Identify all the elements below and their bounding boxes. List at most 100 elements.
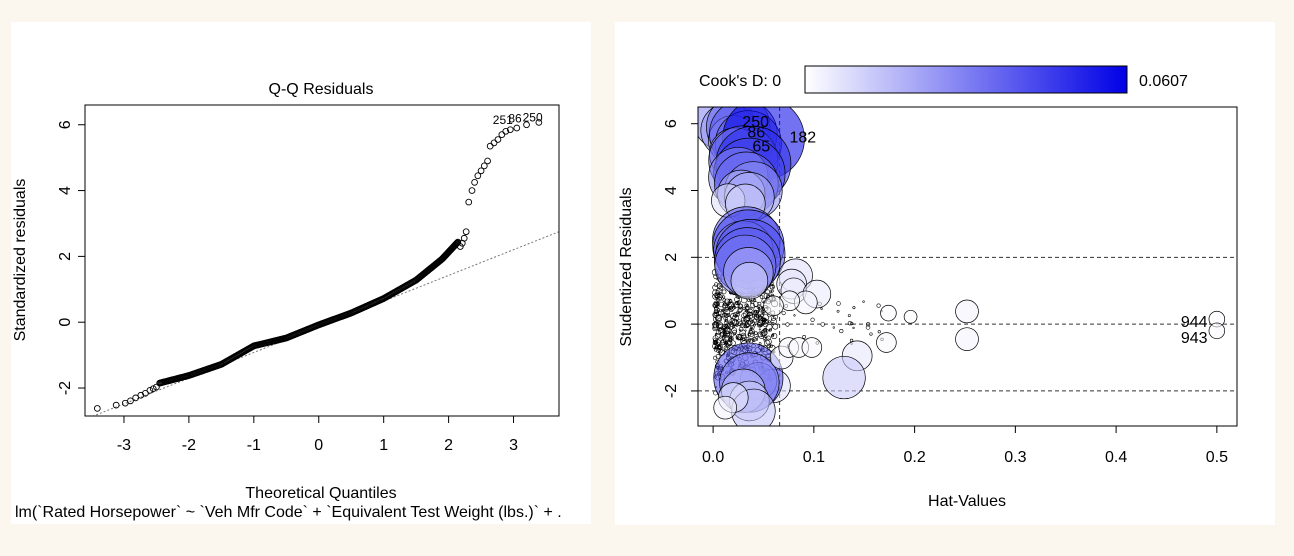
y-tick-label: 0 <box>663 320 680 329</box>
influence-point <box>723 338 727 342</box>
influence-point <box>752 339 755 342</box>
qq-point <box>460 234 468 242</box>
influence-point <box>715 345 719 350</box>
influence-outlier-label: 250 <box>742 114 769 131</box>
influence-point <box>761 318 765 321</box>
x-tick-label: 0 <box>314 437 323 454</box>
qq-point <box>535 119 543 126</box>
influence-point <box>742 311 750 318</box>
influence-bubble <box>955 327 979 351</box>
influence-point <box>724 340 732 348</box>
influence-point <box>772 323 779 330</box>
influence-point <box>723 308 731 316</box>
influence-bubble <box>1208 322 1226 340</box>
colorbar-label: Cook's D: 0 <box>699 73 781 90</box>
influence-point <box>717 311 720 314</box>
influence-point <box>770 316 776 322</box>
influence-point <box>852 306 856 310</box>
qq-point <box>146 386 154 394</box>
influence-point <box>753 306 760 313</box>
qq-point <box>523 121 530 129</box>
influence-point <box>745 305 750 311</box>
influence-point <box>738 326 744 332</box>
influence-point <box>714 333 721 339</box>
influence-point <box>749 327 753 331</box>
influence-point <box>770 318 777 325</box>
influence-point <box>723 316 728 321</box>
influence-point <box>781 310 786 316</box>
influence-point <box>723 330 731 337</box>
influence-point <box>717 291 724 298</box>
influence-x-axis-label: Hat-Values <box>928 493 1006 510</box>
influence-outlier-label: 944 <box>1181 314 1208 331</box>
influence-point <box>760 331 766 337</box>
qq-point <box>127 397 134 405</box>
influence-point <box>876 303 881 308</box>
influence-point <box>820 307 823 310</box>
influence-point <box>722 302 728 309</box>
influence-bubble <box>876 332 897 353</box>
influence-point <box>836 301 841 306</box>
influence-bubble <box>955 299 979 324</box>
influence-point <box>735 300 740 305</box>
influence-point <box>716 330 721 335</box>
qq-x-axis-label: Theoretical Quantiles <box>245 485 396 502</box>
influence-point <box>714 333 718 336</box>
x-tick-label: 3 <box>509 437 518 454</box>
influence-point <box>729 307 734 312</box>
influence-point <box>713 301 719 306</box>
influence-point <box>847 320 853 326</box>
qq-point <box>486 142 494 150</box>
influence-point <box>771 333 775 337</box>
influence-point <box>745 309 749 313</box>
influence-point <box>750 306 753 310</box>
influence-point <box>754 331 758 335</box>
qq-outlier-label: 251 <box>493 113 513 127</box>
influence-point <box>730 340 736 346</box>
y-tick-label: -2 <box>57 381 74 395</box>
influence-point <box>764 340 771 347</box>
influence-outlier-label: 86 <box>747 125 765 142</box>
influence-point <box>715 288 723 296</box>
y-tick-label: 6 <box>663 119 680 128</box>
influence-point <box>725 343 729 347</box>
colorbar-max-label: 0.0607 <box>1139 73 1188 90</box>
influence-point <box>758 320 761 323</box>
influence-point <box>785 322 790 327</box>
influence-point <box>743 322 750 329</box>
qq-point <box>477 167 485 175</box>
influence-point <box>747 312 752 317</box>
qq-point <box>484 157 491 165</box>
influence-point <box>752 318 757 323</box>
influence-point <box>732 312 739 318</box>
qq-outlier-label: 86 <box>508 111 522 125</box>
influence-point <box>715 301 720 306</box>
influence-point <box>761 312 765 315</box>
influence-point <box>737 306 743 313</box>
qq-y-axis-label: Standardized residuals <box>12 179 29 342</box>
influence-point <box>712 284 718 291</box>
influence-point <box>748 339 751 343</box>
influence-point <box>712 325 718 332</box>
qq-point <box>506 126 514 134</box>
influence-point <box>712 340 718 346</box>
influence-point <box>736 333 743 340</box>
influence-point <box>762 336 766 340</box>
influence-point <box>718 323 721 326</box>
influence-point <box>765 289 771 295</box>
influence-point <box>847 314 851 318</box>
influence-point <box>741 317 746 322</box>
influence-point <box>739 329 746 336</box>
influence-point <box>750 311 753 314</box>
influence-bubble <box>763 295 784 316</box>
influence-point <box>716 321 719 324</box>
influence-point <box>712 322 719 329</box>
influence-point <box>737 308 742 314</box>
influence-bubbles <box>698 107 1226 426</box>
influence-point <box>762 321 769 328</box>
influence-outlier-label: 943 <box>1181 330 1208 347</box>
influence-point <box>715 341 719 345</box>
influence-point <box>877 330 881 334</box>
x-tick-label: -3 <box>117 437 131 454</box>
